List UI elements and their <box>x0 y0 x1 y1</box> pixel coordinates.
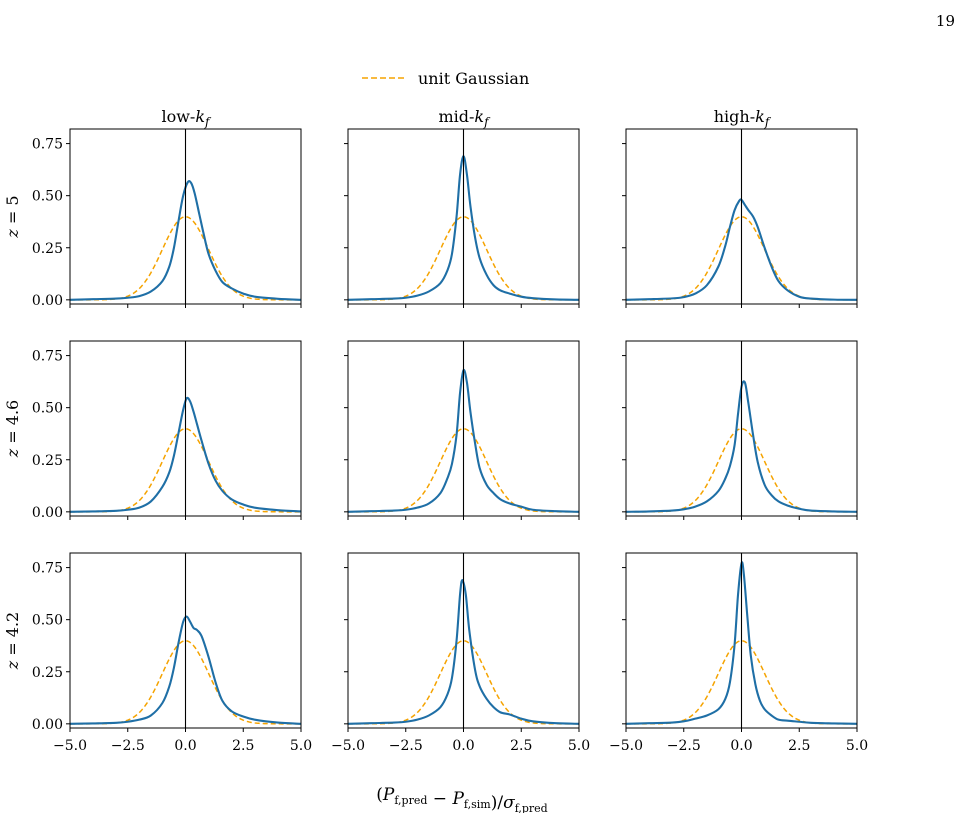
x-tick-label: −2.5 <box>389 738 423 754</box>
x-tick-label: 2.5 <box>788 738 810 754</box>
x-tick-label: −5.0 <box>609 738 643 754</box>
y-tick-label: 0.00 <box>32 293 63 309</box>
y-tick-label: 0.00 <box>32 717 63 733</box>
x-tick-label: −2.5 <box>111 738 145 754</box>
y-tick-label: 0.50 <box>32 401 63 417</box>
row-label: z = 4.6 <box>3 400 22 458</box>
legend-gaussian-label: unit Gaussian <box>418 69 529 88</box>
y-tick-label: 0.25 <box>32 241 63 257</box>
x-tick-label: −5.0 <box>331 738 365 754</box>
x-tick-label: 2.5 <box>510 738 532 754</box>
x-tick-label: −5.0 <box>53 738 87 754</box>
x-axis-label: (Pf,pred − Pf,sim)/σf,pred <box>376 785 547 813</box>
row-labels: z = 5 z = 4.6 z = 4.2 <box>3 195 22 670</box>
panel-r2-c1: −5.0 −2.5 0.0 2.5 5.0 <box>331 552 590 754</box>
residual-distribution-curve <box>70 615 301 725</box>
residual-distribution-curve <box>348 368 579 513</box>
x-tick-label: 2.5 <box>232 738 254 754</box>
panel-r2-c0: −5.0 −2.5 0.0 2.5 5.0 0.00 0.25 0.50 0.75 <box>32 552 312 754</box>
row-label: z = 5 <box>3 195 22 238</box>
y-tick-label: 0.75 <box>32 349 63 365</box>
x-tick-label: 5.0 <box>846 738 868 754</box>
panel-r0-c0: 0.00 0.25 0.50 0.75 <box>32 128 302 309</box>
y-tick-label: 0.00 <box>32 505 63 521</box>
y-tick-label: 0.75 <box>32 561 63 577</box>
y-tick-label: 0.25 <box>32 665 63 681</box>
panel-r1-c1 <box>344 340 580 520</box>
residual-distribution-curve <box>348 155 579 301</box>
residual-distribution-curve <box>626 561 857 725</box>
legend: unit Gaussian <box>362 69 529 88</box>
residual-distribution-curve <box>70 396 301 513</box>
column-title: high-kf <box>714 107 772 129</box>
x-tick-label: 5.0 <box>290 738 312 754</box>
panel-grid: 0.00 0.25 0.50 0.75 0.00 0.25 0.50 0.75 −5.0 −2.5… <box>32 128 868 754</box>
x-tick-label: 0.0 <box>730 738 752 754</box>
x-tick-label: −2.5 <box>667 738 701 754</box>
residual-distribution-curve <box>626 380 857 513</box>
y-tick-label: 0.50 <box>32 189 63 205</box>
y-tick-label: 0.25 <box>32 453 63 469</box>
panel-r0-c1 <box>344 128 580 308</box>
x-tick-label: 5.0 <box>568 738 590 754</box>
y-tick-label: 0.75 <box>32 137 63 153</box>
y-tick-label: 0.50 <box>32 613 63 629</box>
x-tick-label: 0.0 <box>452 738 474 754</box>
residual-distribution-curve <box>70 180 301 301</box>
residual-distribution-curve <box>626 198 857 301</box>
panel-r1-c2 <box>622 340 858 520</box>
column-title: mid-kf <box>438 107 491 129</box>
row-label: z = 4.2 <box>3 612 22 670</box>
x-tick-label: 0.0 <box>174 738 196 754</box>
panel-r2-c2: −5.0 −2.5 0.0 2.5 5.0 <box>609 552 868 754</box>
panel-r1-c0: 0.00 0.25 0.50 0.75 <box>32 340 302 521</box>
page-number: 19 <box>935 12 955 30</box>
column-titles: low-kf mid-kf high-kf <box>161 107 771 129</box>
column-title: low-kf <box>161 107 212 129</box>
panel-r0-c2 <box>622 128 858 308</box>
